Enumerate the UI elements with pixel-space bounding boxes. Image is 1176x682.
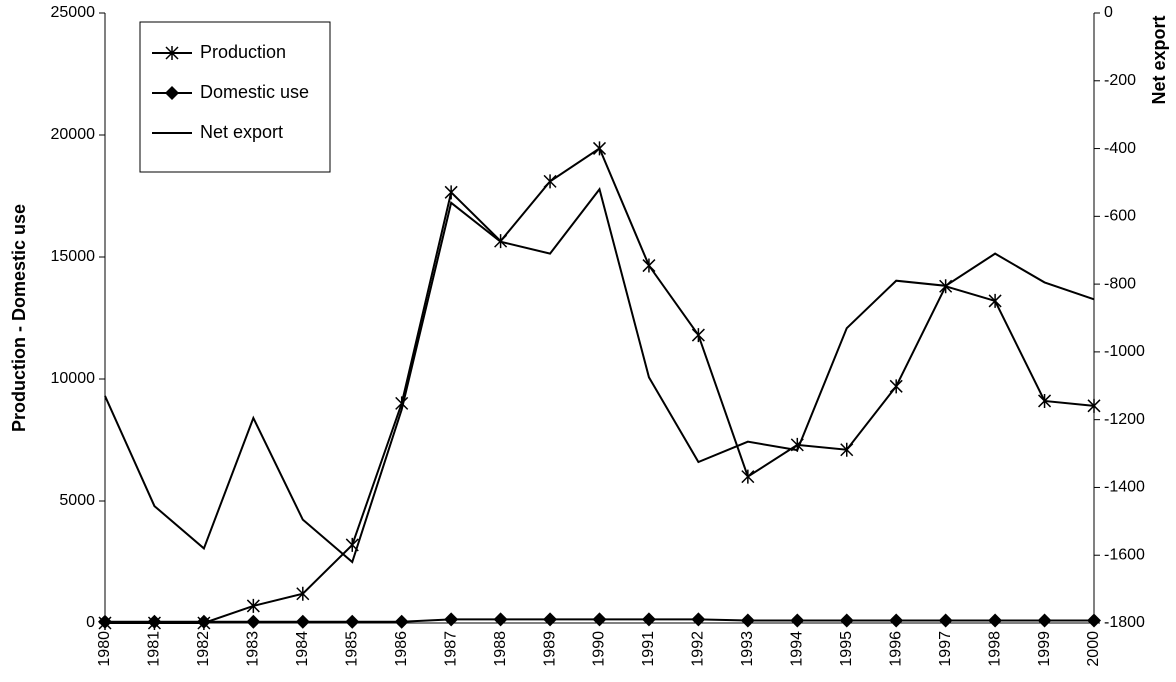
series-line	[104, 186, 1095, 564]
y2-tick-label: -800	[1104, 275, 1136, 292]
x-tick-label: 1994	[789, 631, 806, 667]
diamond-marker	[740, 613, 755, 628]
star-marker	[988, 293, 1002, 308]
diamond-marker	[493, 612, 508, 627]
y2-tick-label: -600	[1104, 208, 1136, 225]
diamond-marker	[246, 614, 261, 629]
x-tick-label: 1983	[245, 631, 262, 667]
x-tick-label: 1995	[838, 631, 855, 667]
x-tick-label: 1989	[541, 631, 558, 667]
diamond-marker	[394, 614, 409, 629]
y2-axis-title: Net export	[1149, 15, 1169, 104]
x-tick-label: 1986	[393, 631, 410, 667]
diamond-marker	[295, 614, 310, 629]
star-marker	[444, 185, 458, 200]
legend-marker	[165, 46, 179, 60]
x-tick-label: 1992	[690, 631, 707, 667]
y-tick-label: 0	[86, 614, 95, 631]
diamond-marker	[938, 613, 953, 628]
y-tick-label: 15000	[51, 248, 96, 265]
series-line	[105, 146, 1095, 624]
y-tick-label: 10000	[51, 370, 96, 387]
diamond-marker	[641, 612, 656, 627]
diamond-marker	[988, 613, 1003, 628]
diamond-marker	[98, 614, 112, 629]
y2-tick-label: -400	[1104, 140, 1136, 157]
legend-label: Domestic use	[200, 82, 309, 102]
x-tick-label: 1984	[294, 631, 311, 667]
y2-tick-label: -1000	[1104, 343, 1145, 360]
legend-label: Net export	[200, 122, 283, 142]
y2-tick-label: -1800	[1104, 614, 1145, 631]
x-tick-label: 1999	[1036, 631, 1053, 667]
diamond-marker	[839, 613, 854, 628]
star-marker	[1038, 393, 1052, 408]
x-tick-label: 1980	[96, 631, 113, 667]
x-tick-label: 1991	[640, 631, 657, 667]
diamond-marker	[147, 614, 162, 629]
x-tick-label: 1997	[937, 631, 954, 667]
x-tick-label: 1998	[986, 631, 1003, 667]
star-marker	[642, 258, 656, 273]
diamond-marker	[790, 613, 805, 628]
x-tick-label: 1988	[492, 631, 509, 667]
star-marker	[246, 598, 260, 613]
diamond-marker	[889, 613, 904, 628]
diamond-marker	[1087, 613, 1101, 628]
star-marker	[543, 174, 557, 189]
x-tick-label: 1985	[343, 631, 360, 667]
star-marker	[741, 469, 755, 484]
diamond-marker	[691, 612, 706, 627]
legend-marker	[165, 86, 179, 100]
y-tick-label: 20000	[51, 126, 96, 143]
y2-tick-label: -1400	[1104, 479, 1145, 496]
y-tick-label: 5000	[59, 492, 95, 509]
x-tick-label: 2000	[1085, 631, 1102, 667]
diamond-marker	[444, 612, 459, 627]
star-marker	[840, 442, 854, 457]
x-tick-label: 1990	[591, 631, 608, 667]
legend-label: Production	[200, 42, 286, 62]
star-marker	[889, 379, 903, 394]
x-tick-label: 1996	[887, 631, 904, 667]
x-tick-label: 1993	[739, 631, 756, 667]
diamond-marker	[345, 614, 360, 629]
y2-tick-label: -1200	[1104, 411, 1145, 428]
star-marker	[592, 141, 607, 156]
x-tick-label: 1987	[442, 631, 459, 667]
diamond-marker	[543, 612, 558, 627]
diamond-marker	[592, 612, 607, 627]
star-marker	[691, 328, 705, 343]
y-tick-label: 25000	[51, 4, 96, 21]
star-marker	[296, 586, 310, 601]
y-axis-title: Production - Domestic use	[9, 204, 29, 432]
star-marker	[1087, 398, 1101, 413]
diamond-marker	[196, 614, 211, 629]
y2-tick-label: -200	[1104, 72, 1136, 89]
diamond-marker	[1037, 613, 1052, 628]
y2-tick-label: 0	[1104, 4, 1113, 21]
x-tick-label: 1982	[195, 631, 212, 667]
y2-tick-label: -1600	[1104, 546, 1145, 563]
x-tick-label: 1981	[146, 631, 163, 667]
